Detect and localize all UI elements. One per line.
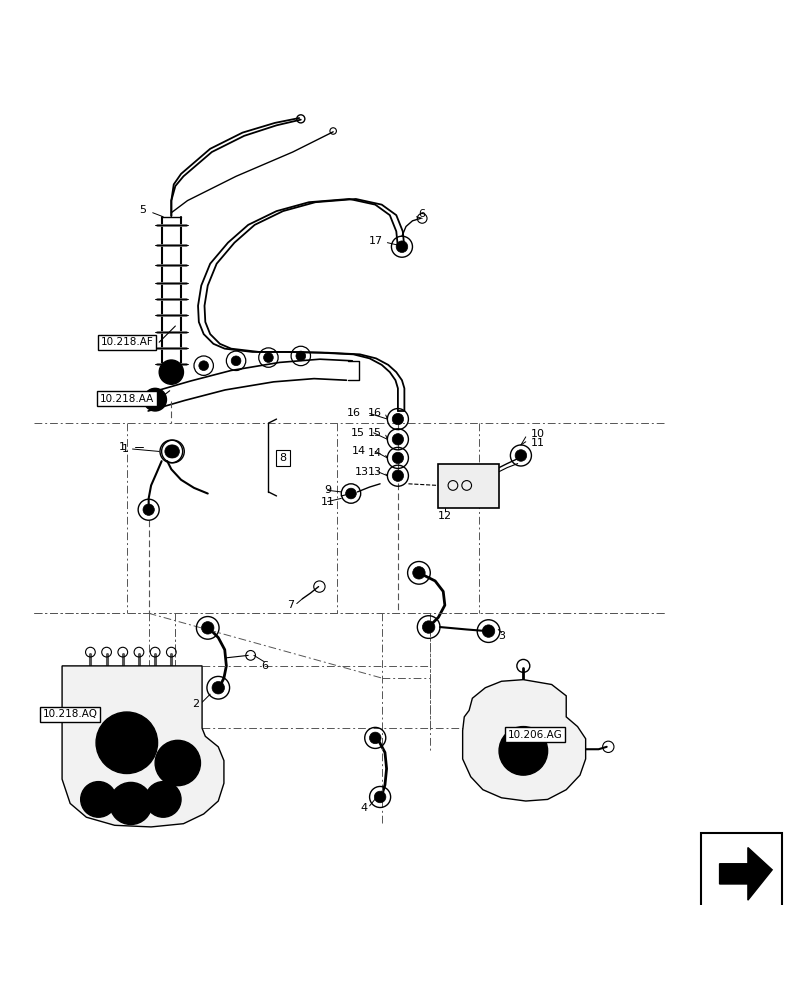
Circle shape (96, 712, 157, 774)
Text: 14: 14 (367, 448, 382, 458)
Circle shape (165, 445, 178, 458)
Text: 8: 8 (279, 453, 286, 463)
Text: 4: 4 (360, 803, 367, 813)
Text: 12: 12 (437, 511, 452, 521)
Circle shape (144, 388, 166, 411)
Text: 10.218.AF: 10.218.AF (101, 337, 153, 347)
Circle shape (514, 450, 526, 461)
Text: 16: 16 (368, 408, 382, 418)
Text: 9: 9 (324, 485, 331, 495)
Circle shape (199, 361, 208, 371)
Text: 1: 1 (122, 444, 128, 454)
Bar (438, 464, 499, 508)
Circle shape (345, 488, 356, 499)
Bar (701, 833, 781, 914)
Circle shape (510, 738, 535, 764)
Circle shape (392, 452, 403, 464)
Text: 5: 5 (139, 205, 146, 215)
Text: 2: 2 (192, 699, 199, 709)
Text: 6: 6 (260, 661, 268, 671)
Text: 11: 11 (530, 438, 544, 448)
Circle shape (264, 353, 273, 362)
Circle shape (518, 746, 527, 756)
Text: 6: 6 (418, 209, 425, 219)
Circle shape (392, 413, 403, 425)
Text: 1: 1 (119, 442, 127, 452)
Text: 14: 14 (352, 446, 366, 456)
Circle shape (369, 732, 380, 744)
Text: 17: 17 (368, 236, 383, 246)
Circle shape (149, 394, 161, 405)
Circle shape (201, 622, 214, 634)
Text: 3: 3 (497, 631, 504, 641)
Circle shape (166, 445, 179, 458)
Circle shape (165, 366, 178, 379)
Circle shape (422, 621, 435, 633)
Text: 7: 7 (287, 600, 294, 610)
Text: 16: 16 (346, 408, 360, 418)
Circle shape (295, 351, 305, 361)
Circle shape (412, 567, 425, 579)
Circle shape (231, 356, 241, 366)
Circle shape (80, 782, 116, 817)
Circle shape (118, 735, 135, 751)
Circle shape (392, 434, 403, 445)
Text: 15: 15 (368, 428, 382, 438)
Circle shape (109, 782, 152, 824)
Circle shape (374, 791, 385, 803)
Circle shape (173, 758, 182, 768)
Text: 13: 13 (354, 467, 368, 477)
Circle shape (145, 782, 181, 817)
Circle shape (119, 792, 142, 815)
Circle shape (159, 360, 183, 384)
Text: 13: 13 (368, 467, 382, 477)
Text: 11: 11 (320, 497, 334, 507)
Polygon shape (462, 680, 585, 801)
Circle shape (499, 727, 547, 775)
Circle shape (106, 723, 147, 763)
Text: 15: 15 (350, 428, 364, 438)
Polygon shape (719, 848, 771, 900)
Circle shape (392, 470, 403, 481)
Polygon shape (62, 666, 224, 827)
Text: 10.206.AG: 10.206.AG (508, 730, 562, 740)
Text: 10.218.AA: 10.218.AA (100, 394, 154, 404)
Text: 10.218.AQ: 10.218.AQ (43, 709, 97, 719)
Circle shape (482, 625, 494, 637)
Circle shape (143, 504, 154, 515)
Circle shape (212, 682, 224, 694)
Circle shape (165, 750, 191, 776)
Text: 10: 10 (530, 429, 544, 439)
Circle shape (155, 740, 200, 786)
Circle shape (396, 241, 407, 252)
